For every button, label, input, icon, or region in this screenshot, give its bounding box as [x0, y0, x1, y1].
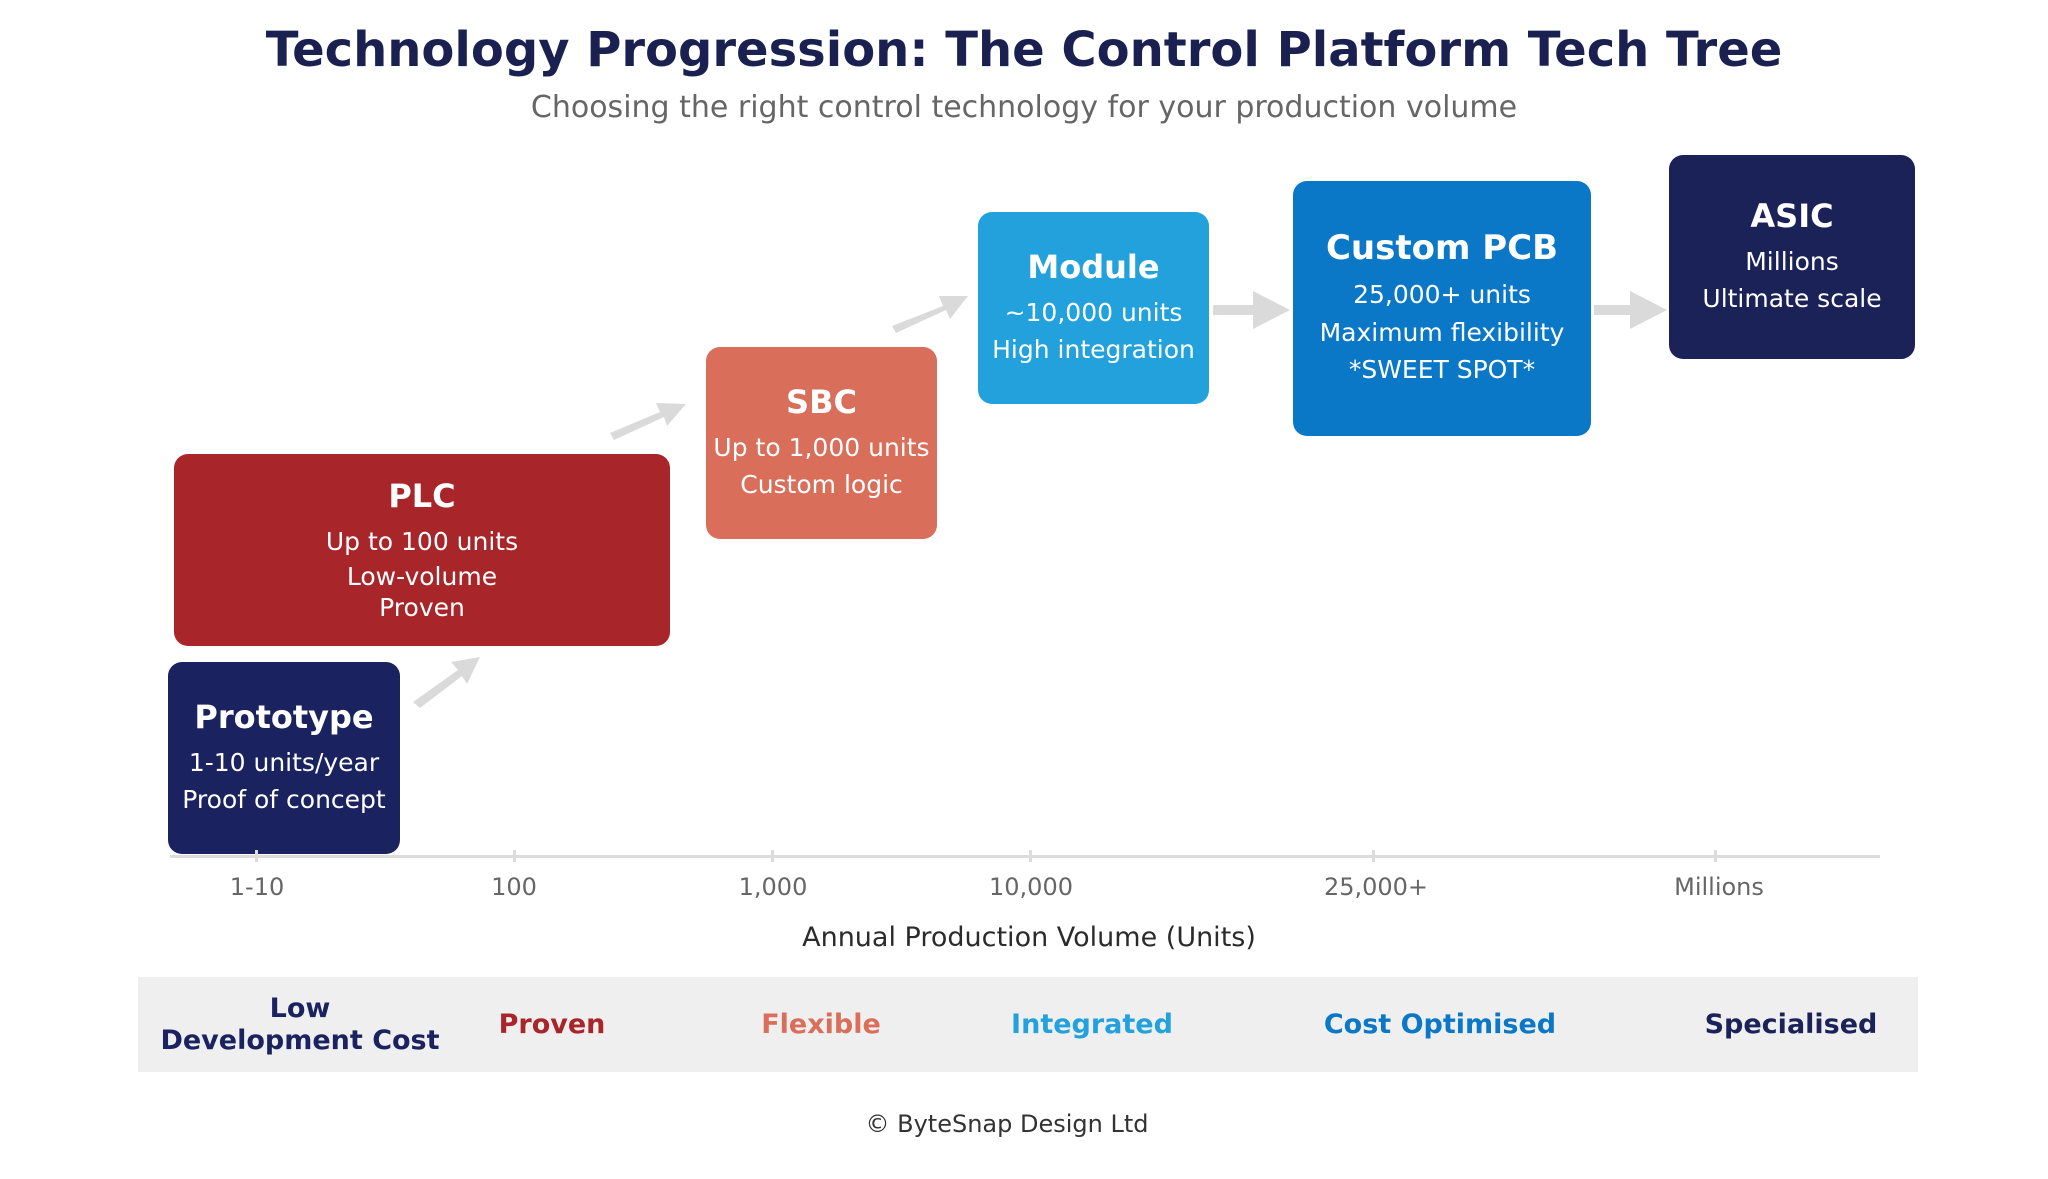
- attribute-low-development-cost: Low Development Cost: [140, 977, 460, 1072]
- stage-prototype: Prototype 1-10 units/year Proof of conce…: [168, 662, 400, 854]
- stage-module: Module ~10,000 units High integration: [978, 212, 1209, 404]
- axis-tick-label: 25,000+: [1323, 873, 1429, 901]
- arrow-prototype-to-plc: [413, 657, 480, 708]
- stage-description: Ultimate scale: [1702, 284, 1882, 313]
- copyright-notice: © ByteSnap Design Ltd: [865, 1110, 1149, 1138]
- attributes-band: [138, 977, 1918, 1072]
- stage-description: High integration: [992, 335, 1195, 364]
- stage-description: Low-volume: [346, 561, 498, 591]
- attribute-label: Specialised: [1704, 1008, 1878, 1040]
- axis-tick-label: 1-10: [229, 873, 285, 901]
- stage-highlight: *SWEET SPOT*: [1348, 355, 1536, 385]
- stage-volume: Up to 1,000 units: [713, 432, 930, 462]
- arrow-plc-to-sbc: [610, 403, 686, 440]
- axis-tick-label: 1,000: [738, 873, 808, 901]
- attribute-label: Integrated: [1011, 1008, 1173, 1040]
- stage-volume: Up to 100 units: [325, 527, 519, 556]
- attribute-flexible: Flexible: [661, 977, 981, 1072]
- diagram-title: Technology Progression: The Control Plat…: [265, 22, 1783, 78]
- arrow-custom-pcb-to-asic: [1594, 291, 1667, 329]
- arrow-module-to-custom-pcb: [1213, 291, 1290, 329]
- stage-description: Proven: [379, 592, 465, 622]
- axis-tick: [1372, 850, 1375, 862]
- stage-name: Module: [1027, 247, 1160, 286]
- attribute-cost-optimised: Cost Optimised: [1280, 977, 1600, 1072]
- attribute-label: Cost Optimised: [1323, 1008, 1557, 1040]
- stage-name: Custom PCB: [1325, 228, 1559, 269]
- stage-name: PLC: [388, 477, 456, 515]
- axis-tick: [1714, 850, 1717, 862]
- stage-volume: ~10,000 units: [1004, 297, 1183, 327]
- axis-tick-label: Millions: [1674, 873, 1764, 901]
- stage-description: Custom logic: [740, 470, 903, 499]
- axis-tick: [1029, 850, 1032, 862]
- stage-volume: 1-10 units/year: [188, 747, 380, 777]
- stage-description: Proof of concept: [182, 785, 386, 814]
- stage-sbc: SBC Up to 1,000 units Custom logic: [706, 347, 937, 539]
- attribute-integrated: Integrated: [932, 977, 1252, 1072]
- attribute-label: Low Development Cost: [160, 993, 440, 1056]
- arrow-sbc-to-module: [892, 296, 968, 333]
- stage-description: Maximum flexibility: [1319, 317, 1565, 347]
- attribute-specialised: Specialised: [1631, 977, 1951, 1072]
- attribute-label: Proven: [498, 1008, 606, 1040]
- axis-title: Annual Production Volume (Units): [802, 922, 1256, 953]
- attribute-proven: Proven: [392, 977, 712, 1072]
- stage-name: ASIC: [1750, 196, 1834, 235]
- stage-name: Prototype: [194, 697, 374, 736]
- stage-volume: 25,000+ units: [1353, 280, 1531, 310]
- stage-asic: ASIC Millions Ultimate scale: [1669, 155, 1915, 359]
- axis-tick: [771, 850, 774, 862]
- axis-tick: [255, 850, 258, 862]
- volume-axis: [170, 855, 1880, 858]
- attribute-label: Flexible: [761, 1008, 881, 1040]
- stage-volume: Millions: [1745, 246, 1839, 276]
- diagram-subtitle: Choosing the right control technology fo…: [530, 90, 1518, 125]
- stage-plc: PLC Up to 100 units Low-volume Proven: [174, 454, 670, 646]
- stage-name: SBC: [786, 382, 857, 421]
- stage-custom-pcb: Custom PCB 25,000+ units Maximum flexibi…: [1293, 181, 1591, 436]
- axis-tick-label: 10,000: [989, 873, 1073, 901]
- axis-tick: [513, 850, 516, 862]
- axis-tick-label: 100: [491, 873, 537, 901]
